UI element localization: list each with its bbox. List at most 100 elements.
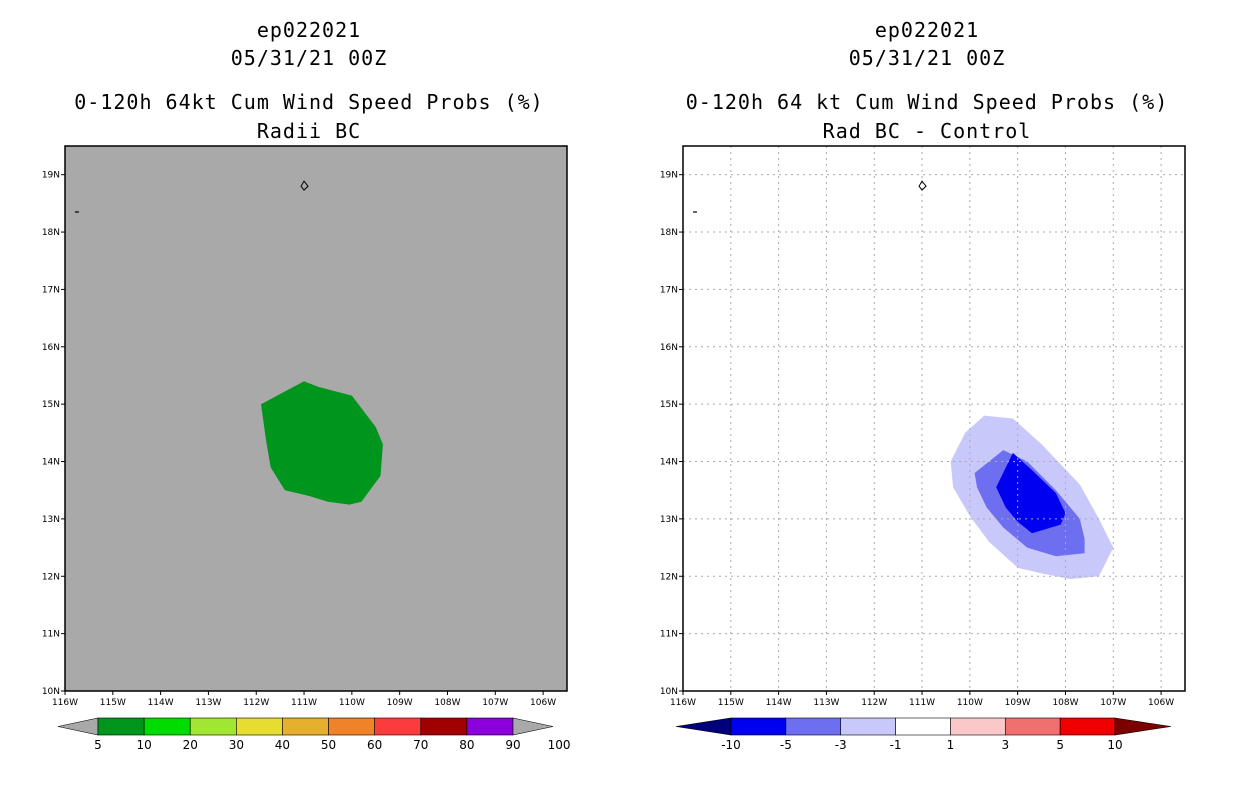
right-panel: ep022021 05/31/21 00Z 0-120h 64 kt Cum W… (618, 0, 1236, 800)
colorbar-label: 10 (136, 738, 151, 752)
colorbar-triangle-high (512, 717, 554, 736)
colorbar-swatch (1059, 717, 1116, 736)
island-marker (918, 180, 927, 191)
colorbar-label: 40 (275, 738, 290, 752)
colorbar-label: 100 (548, 738, 571, 752)
colorbar: -10 -5 -3 -1 1 3 5 10 (675, 717, 1172, 752)
colorbar-swatch (97, 717, 145, 736)
x-tick-label: 106W (1148, 698, 1174, 708)
date-title: 05/31/21 00Z (230, 46, 388, 70)
colorbar-swatch (282, 717, 329, 736)
x-tick-label: 115W (718, 698, 744, 708)
colorbar-label: -10 (721, 738, 741, 752)
y-tick-label: 12N (660, 572, 678, 582)
x-tick-label: 112W (243, 698, 269, 708)
colorbar-label: 5 (94, 738, 102, 752)
left-panel: ep022021 05/31/21 00Z 0-120h 64kt Cum Wi… (42, 18, 571, 752)
y-tick-label: 14N (660, 458, 678, 468)
colorbar-swatch (189, 717, 237, 736)
chart-title: 0-120h 64 kt Cum Wind Speed Probs (%) (685, 90, 1169, 114)
y-tick-label: 18N (42, 228, 60, 238)
storm-id-title: ep022021 (874, 18, 980, 42)
x-tick-label: 113W (813, 698, 839, 708)
y-tick-label: 12N (42, 572, 60, 582)
plot-background (683, 146, 1185, 691)
colorbar-swatch (785, 717, 842, 736)
colorbar-label: 10 (1107, 738, 1122, 752)
storm-id-title: ep022021 (256, 18, 362, 42)
colorbar-triangle-low (675, 717, 732, 736)
y-tick-label: 19N (42, 171, 60, 181)
y-tick-label: 17N (42, 285, 60, 295)
colorbar-label: 50 (321, 738, 336, 752)
colorbar-label: 3 (1001, 738, 1009, 752)
colorbar-label: 5 (1056, 738, 1064, 752)
colorbar-label: 1 (947, 738, 955, 752)
colorbar-label: -1 (890, 738, 902, 752)
colorbar-label: 90 (505, 738, 520, 752)
x-tick-label: 114W (766, 698, 792, 708)
colorbar-swatch (840, 717, 896, 736)
x-tick-label: 106W (530, 698, 556, 708)
chart-subtitle: Rad BC - Control (822, 119, 1032, 143)
x-tick-label: 109W (387, 698, 413, 708)
y-tick-label: 11N (42, 630, 60, 640)
colorbar-swatch (466, 717, 514, 736)
colorbar-swatch (236, 717, 283, 736)
colorbar-triangle-low (57, 717, 99, 736)
x-tick-label: 109W (1005, 698, 1031, 708)
colorbar-swatch (420, 717, 468, 736)
map-chart-rad-bc-control: 116W 115W 114W 113W 112W 111W 110W 109W 108W 107W… (660, 145, 1186, 752)
y-tick-label: 18N (660, 228, 678, 238)
colorbar-swatch (374, 717, 422, 736)
map-chart-radii-bc: 116W 115W 114W 113W 112W 111W 110W 109W 108W 107W… (42, 145, 571, 752)
colorbar-label: 70 (413, 738, 428, 752)
x-tick-label: 111W (291, 698, 317, 708)
y-tick-label: 17N (660, 285, 678, 295)
y-tick-label: 15N (42, 400, 60, 410)
x-tick-label: 110W (339, 698, 365, 708)
island-marker (300, 180, 309, 191)
x-tick-label: 107W (1100, 698, 1126, 708)
y-tick-label: 13N (42, 515, 60, 525)
x-tick-label: 116W (52, 698, 78, 708)
colorbar-swatch (730, 717, 787, 736)
colorbar-label: 30 (229, 738, 244, 752)
colorbar: 5 10 20 30 40 50 60 70 80 90 100 (57, 717, 571, 752)
y-tick-label: 16N (42, 343, 60, 353)
x-tick-label: 111W (909, 698, 935, 708)
x-tick-label: 113W (195, 698, 221, 708)
contour-region-5 (261, 381, 383, 505)
plot-frame (64, 145, 568, 692)
colorbar-swatch (1004, 717, 1061, 736)
x-tick-label: 112W (861, 698, 887, 708)
contour-region-neg5 (996, 452, 1066, 534)
plot-frame (682, 145, 1186, 692)
y-tick-label: 10N (42, 687, 60, 697)
y-tick-label: 15N (660, 400, 678, 410)
x-tick-label: 115W (100, 698, 126, 708)
x-tick-label: 107W (482, 698, 508, 708)
x-tick-label: 108W (1052, 698, 1078, 708)
y-tick-label: 11N (660, 630, 678, 640)
colorbar-label: -3 (835, 738, 847, 752)
colorbar-triangle-high (1114, 717, 1172, 736)
x-tick-label: 114W (148, 698, 174, 708)
colorbar-swatch (895, 717, 951, 736)
chart-subtitle: Radii BC (256, 119, 362, 143)
colorbar-label: -5 (780, 738, 792, 752)
chart-title: 0-120h 64kt Cum Wind Speed Probs (%) (74, 90, 544, 114)
x-tick-label: 108W (434, 698, 460, 708)
colorbar-label: 20 (183, 738, 198, 752)
colorbar-swatch (328, 717, 375, 736)
y-tick-label: 10N (660, 687, 678, 697)
x-tick-label: 116W (670, 698, 696, 708)
y-tick-label: 13N (660, 515, 678, 525)
colorbar-label: 60 (367, 738, 382, 752)
y-tick-label: 14N (42, 458, 60, 468)
y-tick-label: 16N (660, 343, 678, 353)
colorbar-label: 80 (459, 738, 474, 752)
colorbar-swatch (950, 717, 1006, 736)
date-title: 05/31/21 00Z (848, 46, 1006, 70)
y-tick-label: 19N (660, 171, 678, 181)
